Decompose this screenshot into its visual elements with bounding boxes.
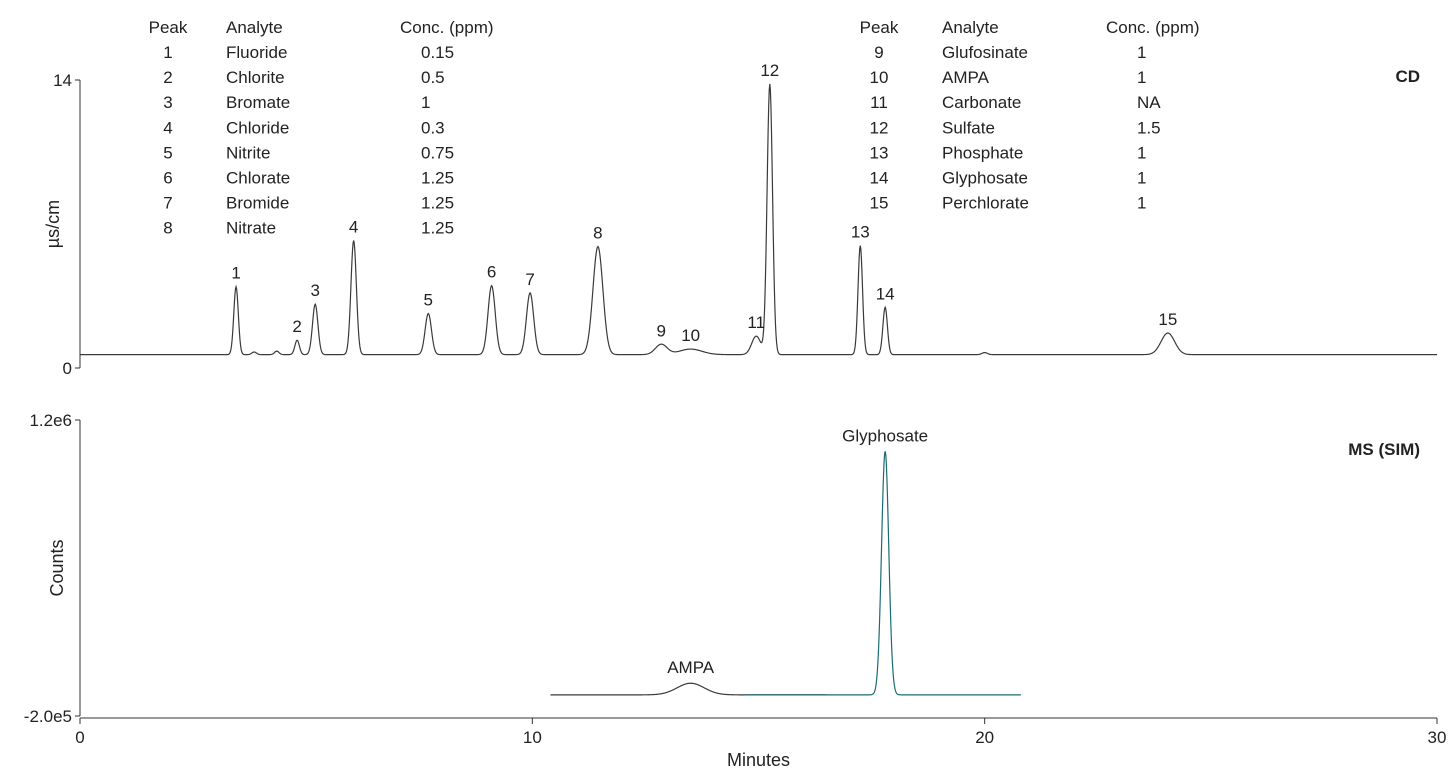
peak-label-6: 6: [487, 263, 496, 282]
cd-y-tick-label: 0: [63, 359, 72, 378]
table-header-conc: Conc. (ppm): [400, 18, 494, 37]
ms-y-tick-label: -2.0e5: [24, 707, 72, 726]
ms-panel: 1.2e6 -2.0e5 Counts MS (SIM) AMPA Glyphosate: [24, 411, 1420, 726]
table-cell-peak: 4: [163, 118, 172, 137]
table-cell-analyte: Bromide: [226, 194, 289, 213]
peak-label-4: 4: [349, 217, 358, 236]
peak-label-9: 9: [657, 321, 666, 340]
table-cell-analyte: Bromate: [226, 93, 290, 112]
table-cell-conc: 1.25: [421, 219, 454, 238]
peak-label-11: 11: [747, 313, 765, 332]
table-cell-peak: 10: [870, 68, 889, 87]
table-cell-analyte: Nitrite: [226, 143, 270, 162]
table-cell-analyte: Chloride: [226, 118, 289, 137]
x-axis-title: Minutes: [727, 750, 790, 770]
table-cell-conc: NA: [1137, 93, 1161, 112]
table-cell-analyte: Chlorate: [226, 169, 290, 188]
table-cell-peak: 5: [163, 143, 172, 162]
cd-trace: [80, 83, 1437, 356]
ms-trace-glyphosate: [744, 450, 1021, 696]
table-cell-peak: 1: [163, 43, 172, 62]
ms-peak-label-ampa: AMPA: [667, 658, 715, 677]
peak-label-8: 8: [593, 224, 602, 243]
peak-label-15: 15: [1158, 310, 1177, 329]
table-cell-analyte: Perchlorate: [942, 194, 1029, 213]
peak-label-3: 3: [310, 281, 319, 300]
table-cell-conc: 1.25: [421, 194, 454, 213]
table-cell-peak: 12: [870, 118, 889, 137]
peak-label-12: 12: [760, 61, 779, 80]
table-cell-peak: 14: [870, 169, 889, 188]
table-cell-peak: 3: [163, 93, 172, 112]
table-cell-peak: 8: [163, 219, 172, 238]
table-cell-analyte: Carbonate: [942, 93, 1021, 112]
cd-panel-tag: CD: [1395, 67, 1420, 86]
table-cell-conc: 1: [1137, 169, 1146, 188]
table-cell-peak: 11: [870, 93, 888, 112]
table-cell-peak: 2: [163, 68, 172, 87]
table-cell-analyte: Nitrate: [226, 219, 276, 238]
table-cell-peak: 13: [870, 143, 889, 162]
x-axis: 0 10 20 30 Minutes: [75, 717, 1447, 770]
table-cell-peak: 6: [163, 169, 172, 188]
ms-y-axis-title: Counts: [47, 539, 67, 596]
table-cell-peak: 7: [163, 194, 172, 213]
x-tick-label: 10: [523, 728, 542, 747]
peak-label-2: 2: [292, 317, 301, 336]
table-cell-conc: 1: [1137, 143, 1146, 162]
table-cell-conc: 0.15: [421, 43, 454, 62]
table-cell-analyte: Fluoride: [226, 43, 287, 62]
peak-label-7: 7: [525, 270, 534, 289]
table-cell-conc: 1: [1137, 68, 1146, 87]
table-cell-peak: 9: [874, 43, 883, 62]
table-cell-peak: 15: [870, 194, 889, 213]
peak-label-10: 10: [681, 326, 700, 345]
x-tick-label: 20: [975, 728, 994, 747]
cd-y-tick-label: 14: [53, 71, 72, 90]
table-cell-conc: 1.25: [421, 169, 454, 188]
table-cell-analyte: Glufosinate: [942, 43, 1028, 62]
table-cell-analyte: Chlorite: [226, 68, 285, 87]
table-cell-analyte: Phosphate: [942, 143, 1023, 162]
ms-y-tick-label: 1.2e6: [29, 411, 72, 430]
peak-table: Peak Analyte Conc. (ppm) 1 Fluoride 0.15 2 Chlo…: [149, 18, 1200, 238]
x-tick-label: 30: [1428, 728, 1447, 747]
table-cell-conc: 1: [1137, 43, 1146, 62]
peak-label-5: 5: [424, 290, 433, 309]
peak-label-13: 13: [851, 223, 870, 242]
table-cell-conc: 1: [421, 93, 430, 112]
cd-y-axis-title: µs/cm: [43, 200, 63, 248]
table-cell-conc: 1.5: [1137, 118, 1161, 137]
table-header-analyte: Analyte: [226, 18, 283, 37]
ms-panel-tag: MS (SIM): [1348, 440, 1420, 459]
peak-label-1: 1: [231, 264, 240, 283]
table-cell-analyte: Sulfate: [942, 118, 995, 137]
table-cell-conc: 0.5: [421, 68, 445, 87]
x-tick-label: 0: [75, 728, 84, 747]
peak-label-14: 14: [876, 284, 895, 303]
ms-trace-ampa: [550, 682, 827, 696]
table-cell-conc: 0.75: [421, 143, 454, 162]
table-cell-conc: 0.3: [421, 118, 445, 137]
table-header-peak: Peak: [149, 18, 188, 37]
table-cell-analyte: Glyphosate: [942, 169, 1028, 188]
table-cell-conc: 1: [1137, 194, 1146, 213]
table-header-analyte: Analyte: [942, 18, 999, 37]
table-header-peak: Peak: [860, 18, 899, 37]
table-cell-analyte: AMPA: [942, 68, 990, 87]
table-header-conc: Conc. (ppm): [1106, 18, 1200, 37]
ms-peak-label-glyphosate: Glyphosate: [842, 427, 928, 446]
